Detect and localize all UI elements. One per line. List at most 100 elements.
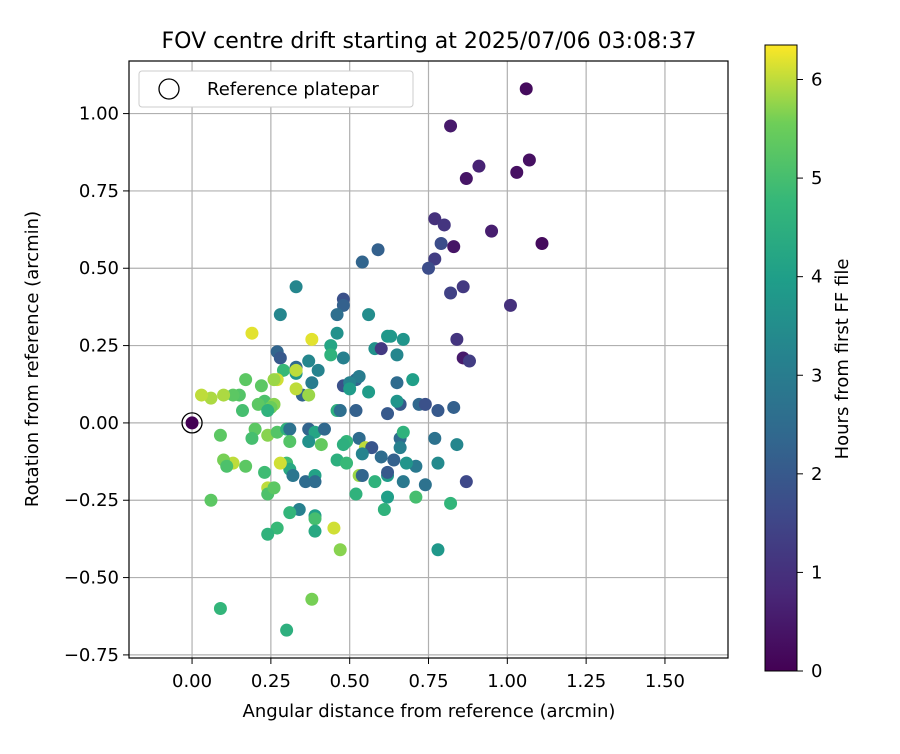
data-point	[330, 308, 344, 322]
data-point	[355, 447, 369, 461]
data-point	[289, 280, 303, 294]
colorbar-tick-label: 6	[811, 70, 822, 91]
data-point	[390, 376, 404, 390]
data-point	[204, 493, 218, 507]
colorbar-tick-label: 4	[811, 267, 822, 288]
data-point	[399, 456, 413, 470]
data-point	[519, 82, 533, 96]
data-point	[239, 373, 253, 387]
x-tick-label: 0.00	[172, 671, 212, 692]
data-point	[273, 351, 287, 365]
grid	[129, 61, 728, 658]
legend-box	[138, 70, 414, 108]
y-axis-ticks: −0.75 −0.50 −0.25 0.00 0.25 0.50 0.75 1.00	[64, 104, 129, 666]
data-point	[365, 441, 379, 455]
reference-marker-group	[181, 412, 203, 434]
data-point	[213, 602, 227, 616]
data-point	[352, 431, 366, 445]
colorbar: 0 1 2 3 4 5 6 Hours from first FF file	[764, 44, 853, 682]
data-point	[396, 425, 410, 439]
data-point	[220, 459, 234, 473]
data-point	[336, 351, 350, 365]
data-point	[267, 481, 281, 495]
data-point	[305, 376, 319, 390]
data-point	[349, 487, 363, 501]
data-point	[273, 456, 287, 470]
x-tick-label: 1.50	[645, 671, 685, 692]
data-point	[302, 388, 316, 402]
y-tick-label: 0.50	[79, 258, 119, 279]
data-point	[444, 286, 458, 300]
data-point	[362, 385, 376, 399]
data-point	[522, 153, 536, 167]
data-point	[349, 404, 363, 418]
data-point	[406, 373, 420, 387]
data-point	[270, 521, 284, 535]
data-point	[302, 354, 316, 368]
data-point	[374, 450, 388, 464]
colorbar-ticks: 0 1 2 3 4 5 6	[797, 70, 822, 682]
data-point	[393, 441, 407, 455]
colorbar-gradient	[764, 44, 798, 672]
data-point	[381, 407, 395, 421]
data-point	[422, 261, 435, 275]
y-tick-label: 1.00	[79, 104, 119, 125]
y-axis-label: Rotation from reference (arcmin)	[22, 211, 43, 507]
data-point	[447, 240, 461, 254]
legend-reference-marker-icon	[158, 78, 180, 100]
y-tick-label: −0.50	[64, 568, 119, 589]
data-point	[387, 453, 401, 467]
data-point	[503, 298, 517, 312]
data-point	[317, 422, 331, 436]
data-point	[305, 332, 319, 346]
x-tick-label: 1.00	[487, 671, 527, 692]
data-point	[226, 388, 240, 402]
data-point	[235, 404, 249, 418]
chart-title: FOV centre drift starting at 2025/07/06 …	[162, 29, 697, 54]
data-point	[302, 434, 316, 448]
data-point	[390, 394, 404, 408]
data-point	[314, 438, 328, 452]
y-tick-label: 0.00	[79, 413, 119, 434]
data-point	[390, 348, 404, 362]
x-tick-label: 0.75	[408, 671, 448, 692]
data-point	[447, 400, 461, 414]
data-point	[251, 397, 265, 411]
colorbar-label: Hours from first FF file	[832, 259, 853, 460]
y-tick-label: −0.25	[64, 490, 119, 511]
data-point	[324, 348, 338, 362]
data-point	[444, 119, 458, 133]
data-point	[343, 382, 357, 396]
data-point	[381, 465, 395, 479]
data-point	[462, 354, 476, 368]
data-point	[381, 490, 395, 504]
colorbar-tick-label: 2	[811, 464, 822, 485]
data-point	[308, 475, 322, 489]
data-point	[456, 280, 470, 294]
data-point	[289, 363, 303, 377]
x-tick-label: 1.25	[566, 671, 606, 692]
data-point	[217, 388, 231, 402]
data-point	[459, 172, 473, 186]
data-point	[431, 543, 445, 557]
data-point	[340, 456, 354, 470]
y-tick-label: 0.25	[79, 336, 119, 357]
data-point	[276, 363, 290, 377]
legend: Reference platepar	[138, 70, 414, 108]
data-point	[444, 496, 458, 510]
data-point	[396, 332, 410, 346]
data-point	[327, 521, 341, 535]
x-tick-label: 0.25	[251, 671, 291, 692]
data-point	[283, 434, 297, 448]
data-point	[280, 623, 294, 637]
legend-label: Reference platepar	[207, 79, 379, 100]
data-point	[267, 373, 281, 387]
data-point	[355, 255, 369, 269]
data-point	[535, 237, 549, 251]
data-point	[362, 308, 376, 322]
data-point	[336, 298, 350, 312]
colorbar-tick-label: 0	[811, 661, 822, 682]
data-point	[374, 342, 388, 356]
